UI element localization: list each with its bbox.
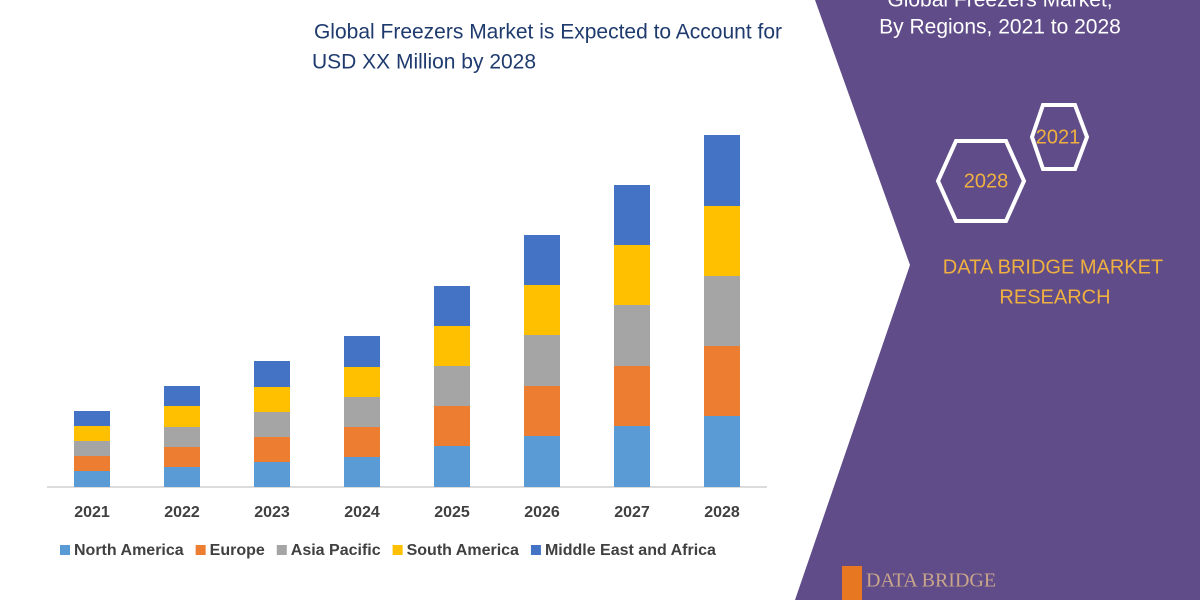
legend-swatch [530, 545, 541, 555]
panel-title: Global Freezers Market, [887, 0, 1112, 12]
bar-segment [164, 427, 200, 447]
badge-label: 2021 [1036, 126, 1081, 148]
bar-segment [524, 235, 560, 285]
bar-segment [524, 285, 560, 335]
x-tick-label: 2027 [614, 504, 650, 521]
brand: DATA BRIDGE MARKET [943, 256, 1163, 278]
bar-segment [254, 462, 290, 487]
x-tick-label: 2024 [344, 504, 380, 521]
legend-swatch [195, 545, 206, 555]
legend-label: North America [74, 542, 184, 559]
badge-label: 2028 [964, 170, 1009, 192]
bar-segment [74, 441, 110, 456]
brand: RESEARCH [999, 286, 1110, 308]
bar-segment [524, 335, 560, 386]
bar-segment [254, 412, 290, 437]
bar-segment [344, 397, 380, 427]
x-tick-label: 2025 [434, 504, 470, 521]
bar-segment [344, 367, 380, 397]
bar-segment [254, 437, 290, 462]
panel-title: By Regions, 2021 to 2028 [879, 16, 1121, 39]
bar-segment [704, 135, 740, 206]
x-tick-label: 2022 [164, 504, 200, 521]
bar-segment [254, 361, 290, 387]
bar-segment [434, 366, 470, 406]
bar-segment [74, 426, 110, 441]
bar-segment [344, 427, 380, 457]
bar-segment [344, 336, 380, 367]
bar-segment [74, 471, 110, 487]
bar-segment [524, 436, 560, 487]
bar-segment [434, 446, 470, 487]
bar-segment [164, 406, 200, 427]
bar-segment [434, 286, 470, 326]
legend-swatch [60, 545, 70, 555]
bar-segment [434, 406, 470, 446]
bar-segment [614, 305, 650, 366]
chart-title: Global Freezers Market is Expected to Ac… [314, 21, 782, 44]
bar-segment [704, 206, 740, 276]
legend-label: Europe [210, 542, 265, 559]
logo-text: DATA BRIDGE [866, 570, 996, 592]
legend-label: South America [407, 542, 519, 559]
bar-segment [164, 447, 200, 467]
legend-swatch [392, 545, 403, 555]
legend-label: Middle East and Africa [545, 542, 716, 559]
bar-segment [614, 185, 650, 245]
bar-segment [524, 386, 560, 436]
bar-segment [344, 457, 380, 487]
chart-title: USD XX Million by 2028 [312, 51, 536, 74]
bar-segment [164, 467, 200, 487]
logo-mark [842, 566, 862, 600]
bar-segment [704, 416, 740, 487]
hexagon [935, 139, 1027, 223]
bar-segment [254, 387, 290, 412]
legend-label: Asia Pacific [291, 542, 381, 559]
bar-segment [614, 245, 650, 305]
bar-segment [704, 276, 740, 346]
bar-segment [434, 326, 470, 366]
x-tick-label: 2028 [704, 504, 740, 521]
side-panel [795, 0, 1200, 600]
bar-segment [74, 456, 110, 471]
bar-segment [614, 366, 650, 426]
bar-segment [614, 426, 650, 487]
x-tick-label: 2026 [524, 504, 560, 521]
x-tick-label: 2021 [74, 504, 110, 521]
bar-segment [704, 346, 740, 416]
bar-segment [164, 386, 200, 406]
x-tick-label: 2023 [254, 504, 290, 521]
hexagon [1029, 103, 1090, 171]
legend-swatch [276, 545, 287, 555]
bar-segment [74, 411, 110, 426]
